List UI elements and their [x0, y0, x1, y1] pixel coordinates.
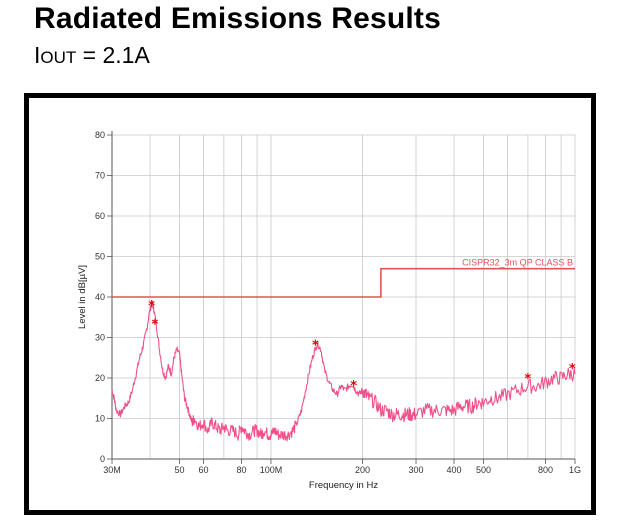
peak-marker: * [148, 299, 155, 314]
y-tick-label: 70 [95, 171, 105, 181]
chart-frame: 0 10 20 30 40 50 60 70 80 30M 50 60 80 100M 200 300 400 5… [24, 93, 596, 515]
page-title: Radiated Emissions Results [34, 2, 441, 35]
x-tick-label: 300 [409, 465, 424, 475]
emission-trace-group [111, 300, 576, 442]
peak-markers: * * * * * * [148, 299, 576, 394]
peak-marker: * [350, 379, 357, 394]
limit-line [112, 267, 575, 298]
x-tick-label: 60 [199, 465, 209, 475]
page-subtitle: IOUT = 2.1A [34, 42, 150, 69]
peak-marker: * [524, 372, 531, 387]
y-tick-label: 30 [95, 333, 105, 343]
x-tick-label: 30M [103, 465, 121, 475]
peak-marker: * [569, 362, 576, 377]
y-axis-label: Level in dB[µV] [77, 265, 88, 329]
y-tick-label: 50 [95, 252, 105, 262]
limit-line-group [112, 267, 575, 298]
x-tick-label: 500 [476, 465, 491, 475]
x-tick-label: 80 [236, 465, 246, 475]
emissions-chart: 0 10 20 30 40 50 60 70 80 30M 50 60 80 100M 200 300 400 5… [77, 130, 581, 491]
x-tick-label: 800 [538, 465, 553, 475]
subtitle-subscript: OUT [40, 48, 77, 67]
peak-marker: * [151, 317, 158, 332]
subtitle-suffix: = 2.1A [76, 42, 150, 68]
chart-axes [107, 131, 576, 464]
x-tick-label: 200 [355, 465, 370, 475]
x-tick-label: 50 [174, 465, 184, 475]
emission-trace [111, 300, 576, 442]
y-tick-label: 20 [95, 373, 105, 383]
chart-ticks: 0 10 20 30 40 50 60 70 80 30M 50 60 80 100M 200 300 400 5… [95, 130, 581, 475]
y-tick-label: 80 [95, 130, 105, 140]
peak-marker: * [312, 338, 319, 353]
limit-line-label: CISPR32_3m QP CLASS B [462, 258, 573, 268]
y-tick-label: 40 [95, 292, 105, 302]
subtitle-prefix: I [34, 42, 41, 68]
y-tick-label: 0 [100, 454, 105, 464]
x-tick-label: 100M [260, 465, 283, 475]
y-tick-label: 60 [95, 211, 105, 221]
x-tick-label: 400 [446, 465, 461, 475]
x-axis-label: Frequency in Hz [309, 480, 378, 491]
x-tick-label: 1G [569, 465, 581, 475]
y-tick-label: 10 [95, 414, 105, 424]
